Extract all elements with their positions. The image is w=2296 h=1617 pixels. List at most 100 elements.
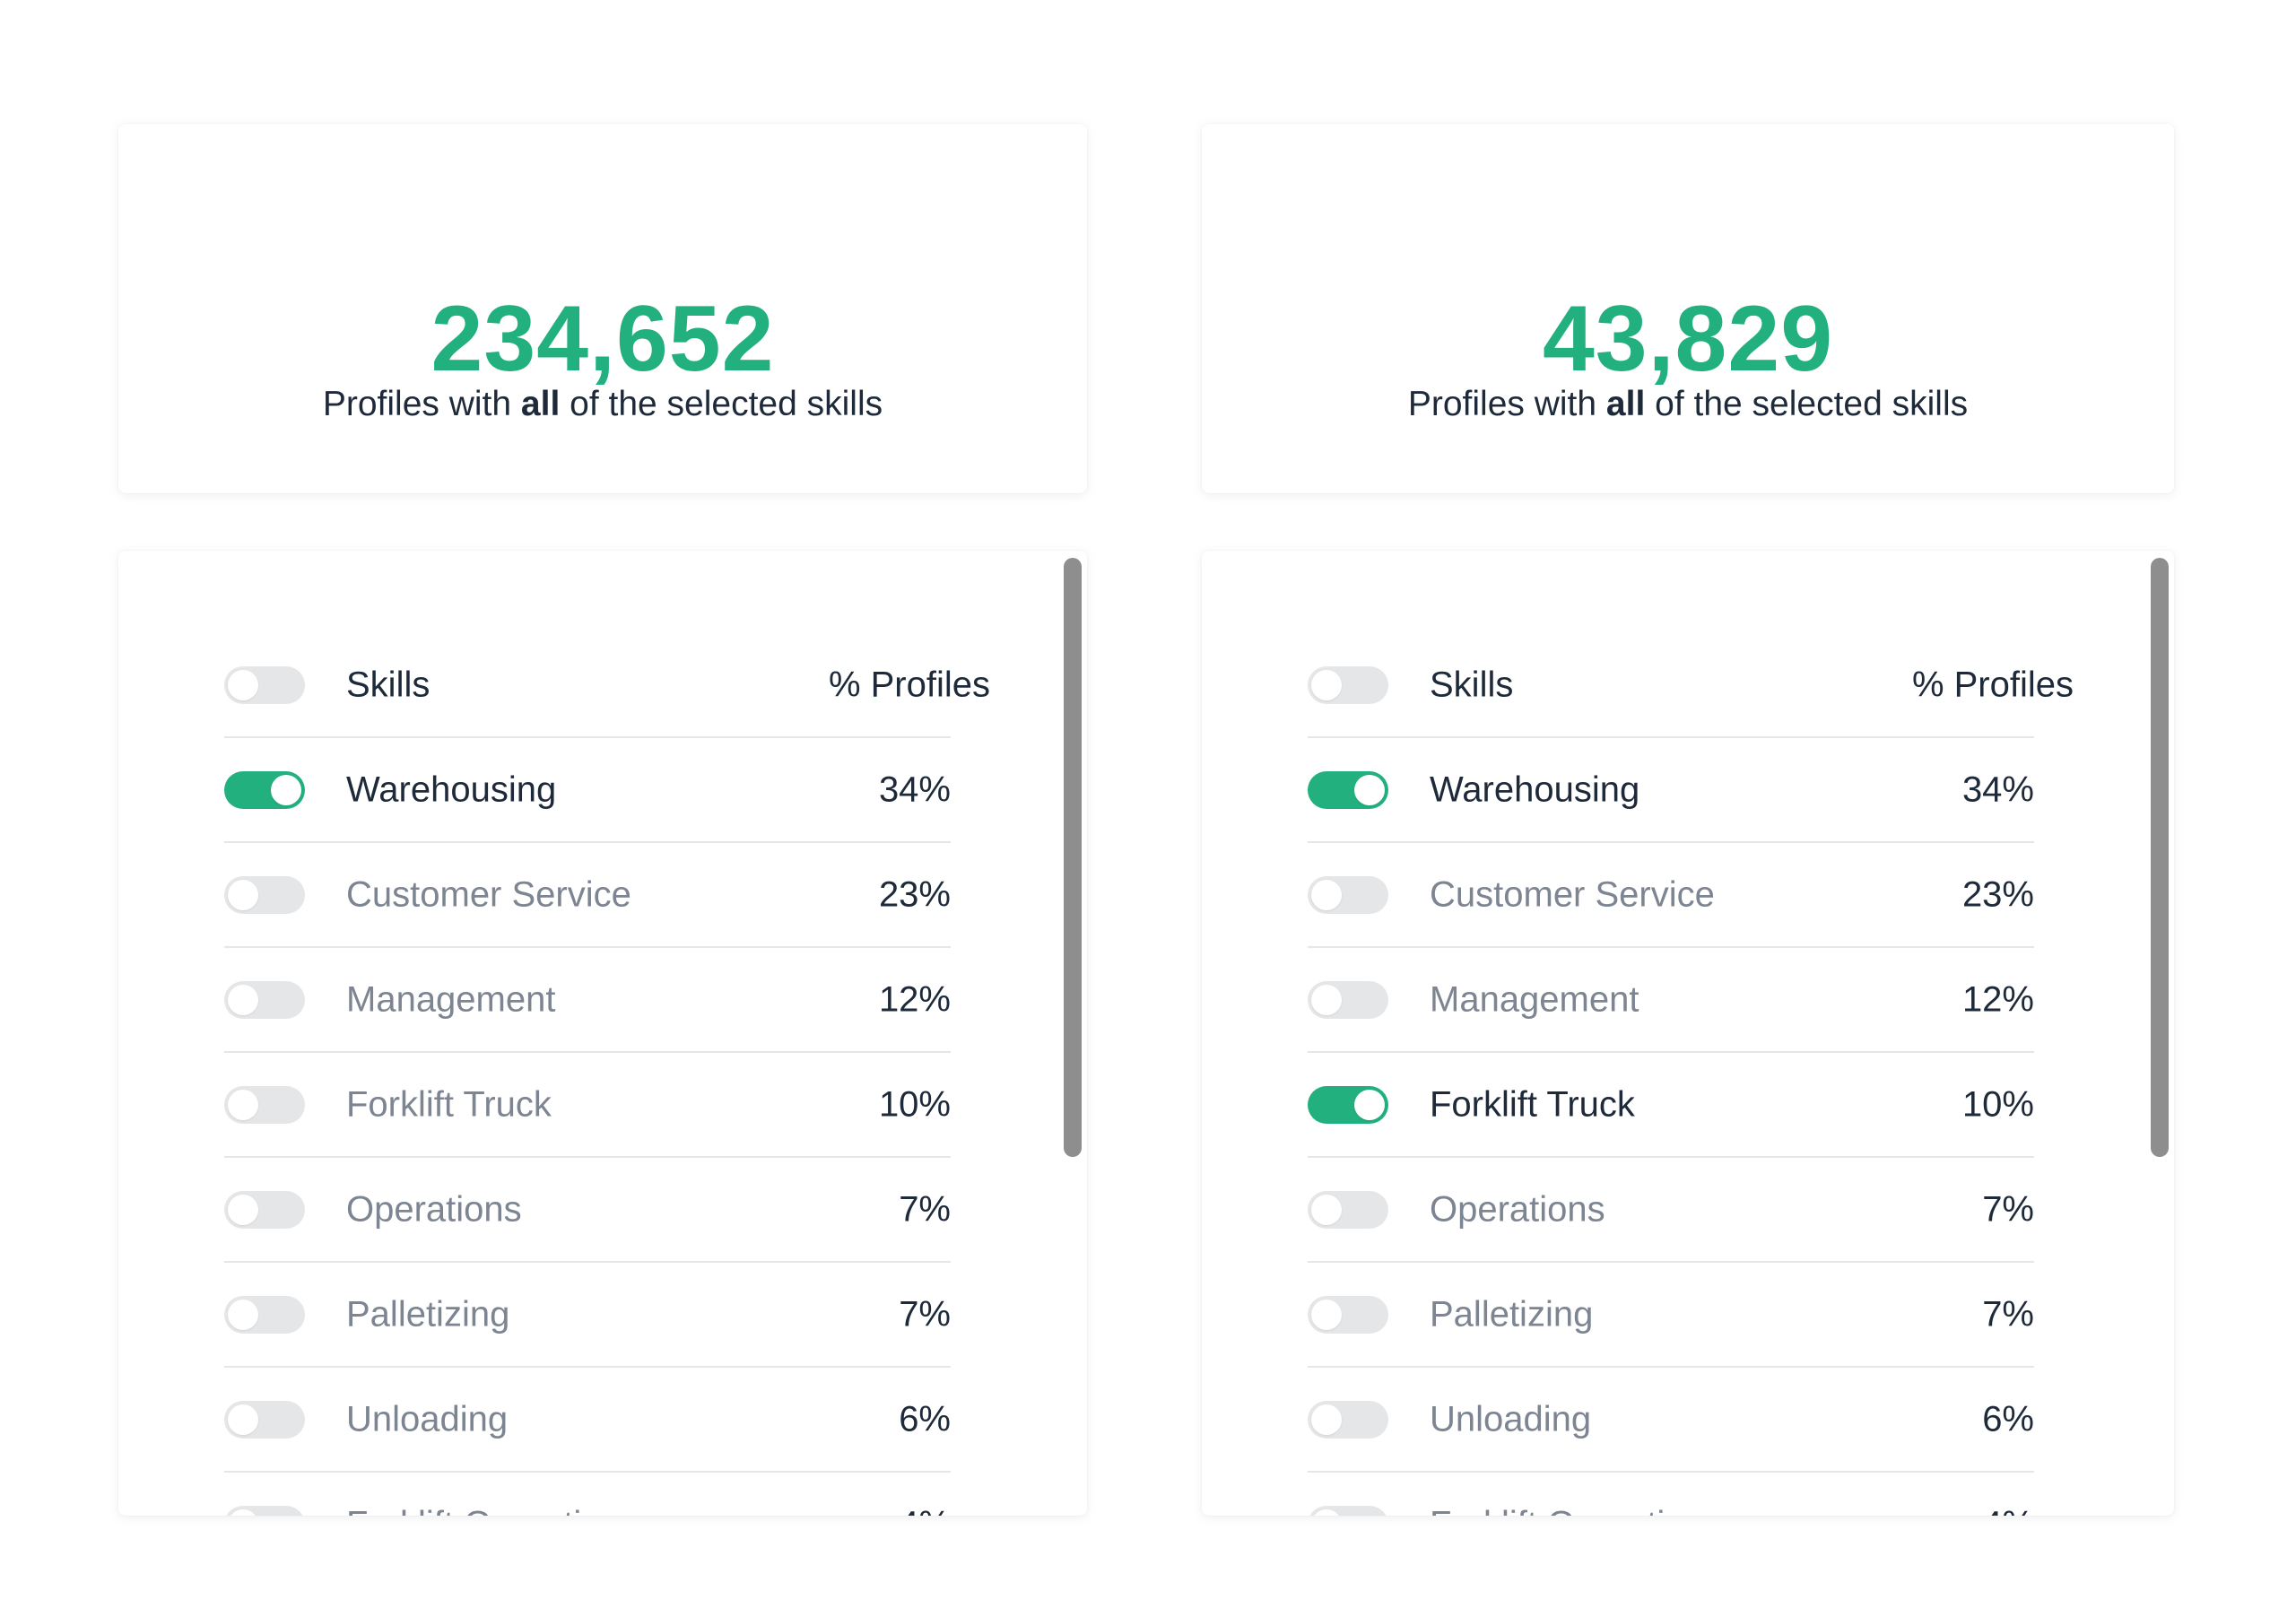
skill-percent: 7% xyxy=(899,1189,951,1229)
skill-percent: 6% xyxy=(1982,1399,2034,1439)
toggle-knob xyxy=(1311,1508,1342,1516)
skill-name: Unloading xyxy=(346,1399,509,1439)
profile-count: 43,829 xyxy=(1542,287,1834,391)
skill-toggle[interactable] xyxy=(1308,770,1388,809)
skill-row[interactable]: Forklift Operation 4% xyxy=(1308,1473,2034,1516)
skill-name: Palletizing xyxy=(346,1294,510,1334)
toggle-knob xyxy=(271,774,301,805)
skill-toggle[interactable] xyxy=(224,1295,305,1334)
scrollbar[interactable] xyxy=(2151,558,2169,1157)
skill-name: Warehousing xyxy=(1430,769,1640,809)
skill-percent: 6% xyxy=(899,1399,951,1439)
skills-list-card-right: Skills % Profiles Warehousing 34% Customer S… xyxy=(1202,551,2174,1516)
scrollbar[interactable] xyxy=(1064,558,1082,1157)
skills-table: Skills % Profiles Warehousing 34% Customer S… xyxy=(224,633,990,1516)
toggle-knob xyxy=(1311,879,1342,910)
skill-row[interactable]: Management 12% xyxy=(224,948,951,1053)
toggle-knob xyxy=(1311,984,1342,1015)
skill-name: Operations xyxy=(1430,1189,1605,1229)
toggle-knob xyxy=(228,1508,258,1516)
caption-emphasis: all xyxy=(520,385,561,423)
skill-percent: 7% xyxy=(1982,1294,2034,1334)
toggle-knob xyxy=(1354,1089,1385,1120)
percent-column-header: % Profiles xyxy=(828,665,990,704)
profile-count-caption: Profiles with all of the selected skills xyxy=(118,379,1087,430)
skill-toggle[interactable] xyxy=(1308,1085,1388,1124)
skill-percent: 34% xyxy=(878,769,951,809)
skill-toggle[interactable] xyxy=(1308,1295,1388,1334)
skill-name: Palletizing xyxy=(1430,1294,1594,1334)
toggle-knob xyxy=(228,669,258,700)
skill-row[interactable]: Unloading 6% xyxy=(224,1368,951,1473)
skill-name: Management xyxy=(346,979,556,1019)
toggle-knob xyxy=(1311,1299,1342,1330)
skill-name: Forklift Truck xyxy=(1430,1084,1635,1124)
toggle-knob xyxy=(228,984,258,1015)
skill-name: Management xyxy=(1430,979,1639,1019)
skill-name: Warehousing xyxy=(346,769,557,809)
toggle-knob xyxy=(228,1089,258,1120)
skill-percent: 23% xyxy=(1961,874,2034,914)
profile-count: 234,652 xyxy=(430,287,775,391)
skill-percent: 23% xyxy=(878,874,951,914)
skill-toggle[interactable] xyxy=(224,1400,305,1439)
skill-row[interactable]: Customer Service 23% xyxy=(224,843,951,948)
skill-name: Operations xyxy=(346,1189,522,1229)
skill-toggle[interactable] xyxy=(1308,875,1388,914)
skill-toggle[interactable] xyxy=(1308,1400,1388,1439)
caption-prefix: Profiles with xyxy=(322,385,521,423)
toggle-knob xyxy=(228,1194,258,1225)
table-header-row: Skills % Profiles xyxy=(224,633,990,738)
profile-count-card-left: 234,652 Profiles with all of the selecte… xyxy=(118,124,1087,493)
toggle-knob xyxy=(1311,1404,1342,1435)
caption-prefix: Profiles with xyxy=(1407,385,1606,423)
toggle-knob xyxy=(228,879,258,910)
skill-row[interactable]: Palletizing 7% xyxy=(1308,1263,2034,1368)
caption-emphasis: all xyxy=(1605,385,1646,423)
skill-percent: 34% xyxy=(1961,769,2034,809)
select-all-toggle[interactable] xyxy=(1308,665,1388,704)
skill-row[interactable]: Unloading 6% xyxy=(1308,1368,2034,1473)
select-all-toggle[interactable] xyxy=(224,665,305,704)
skill-row[interactable]: Warehousing 34% xyxy=(224,738,951,843)
skill-name: Unloading xyxy=(1430,1399,1592,1439)
skill-toggle[interactable] xyxy=(224,1085,305,1124)
skill-toggle[interactable] xyxy=(224,980,305,1019)
skills-column-header: Skills xyxy=(1430,665,1514,704)
skill-row[interactable]: Forklift Truck 10% xyxy=(224,1053,951,1158)
skill-name: Forklift Truck xyxy=(346,1084,552,1124)
toggle-knob xyxy=(1311,669,1342,700)
caption-suffix: of the selected skills xyxy=(560,385,883,423)
skill-percent: 7% xyxy=(1982,1189,2034,1229)
skill-row[interactable]: Forklift Truck 10% xyxy=(1308,1053,2034,1158)
skill-name: Forklift Operation xyxy=(1430,1504,1705,1516)
skill-row[interactable]: Palletizing 7% xyxy=(224,1263,951,1368)
skill-row[interactable]: Warehousing 34% xyxy=(1308,738,2034,843)
skill-name: Customer Service xyxy=(346,874,631,914)
skills-list-card-left: Skills % Profiles Warehousing 34% Customer S… xyxy=(118,551,1087,1516)
caption-suffix: of the selected skills xyxy=(1645,385,1969,423)
toggle-knob xyxy=(1354,774,1385,805)
skill-percent: 4% xyxy=(1982,1504,2034,1516)
skill-row[interactable]: Operations 7% xyxy=(1308,1158,2034,1263)
toggle-knob xyxy=(228,1404,258,1435)
skills-column-header: Skills xyxy=(346,665,430,704)
skill-percent: 10% xyxy=(878,1084,951,1124)
skill-toggle[interactable] xyxy=(224,770,305,809)
skill-percent: 12% xyxy=(878,979,951,1019)
skill-toggle[interactable] xyxy=(1308,1190,1388,1229)
skill-row[interactable]: Customer Service 23% xyxy=(1308,843,2034,948)
toggle-knob xyxy=(228,1299,258,1330)
skill-row[interactable]: Operations 7% xyxy=(224,1158,951,1263)
skill-toggle[interactable] xyxy=(224,1505,305,1516)
percent-column-header: % Profiles xyxy=(1911,665,2074,704)
profile-count-card-right: 43,829 Profiles with all of the selected… xyxy=(1202,124,2174,493)
skill-toggle[interactable] xyxy=(224,1190,305,1229)
skill-row[interactable]: Forklift Operation 4% xyxy=(224,1473,951,1516)
profile-count-caption: Profiles with all of the selected skills xyxy=(1202,379,2174,430)
skill-toggle[interactable] xyxy=(1308,1505,1388,1516)
skill-percent: 7% xyxy=(899,1294,951,1334)
skill-toggle[interactable] xyxy=(224,875,305,914)
skill-toggle[interactable] xyxy=(1308,980,1388,1019)
skill-row[interactable]: Management 12% xyxy=(1308,948,2034,1053)
